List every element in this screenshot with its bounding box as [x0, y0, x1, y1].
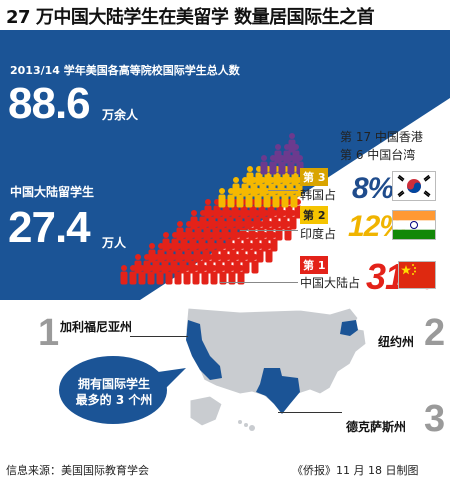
student-figure: [260, 155, 268, 175]
student-figure: [218, 188, 226, 208]
state-rank-number: 3: [424, 398, 446, 440]
china-students-unit: 万人: [102, 236, 127, 250]
texas-state: [256, 368, 300, 414]
total-students-unit: 万余人: [102, 108, 139, 122]
rank-badge: 第 2: [300, 206, 329, 224]
student-figure: [274, 144, 282, 164]
source-note: 信息来源：美国国际教育学会: [6, 464, 149, 477]
student-figure: [120, 265, 128, 285]
california-pointer: [130, 336, 188, 337]
india-flag-icon: [392, 210, 436, 240]
student-figure: [134, 254, 142, 274]
student-figure: [232, 177, 240, 197]
us-map: [185, 307, 367, 431]
california-state: [186, 320, 222, 380]
state-name-texas: 德克萨斯州: [346, 420, 407, 434]
china-students-label: 中国大陆留学生: [10, 185, 95, 199]
rank-badge: 第 1: [300, 256, 329, 274]
us-mainland: [185, 307, 367, 413]
state-rank-number: 2: [424, 312, 446, 354]
hong-kong-rank: 第 17 中国香港: [340, 130, 423, 144]
callout-bubble: [59, 356, 186, 424]
state-rank-number: 1: [38, 312, 60, 354]
taiwan-rank: 第 6 中国台湾: [340, 148, 416, 162]
student-figure: [176, 221, 184, 241]
total-students-label: 2013/14 学年美国各高等院校国际学生总人数: [10, 64, 240, 77]
percentage: 8%: [352, 172, 394, 205]
alaska: [189, 395, 223, 427]
china-students-value: 27.4: [8, 203, 91, 252]
texas-pointer: [278, 412, 342, 413]
new-york-state: [340, 320, 358, 336]
student-figure: [246, 166, 254, 186]
stats-panel: [0, 30, 450, 300]
korea-flag-icon: [392, 171, 436, 201]
state-name-new-york: 纽约州: [378, 335, 415, 349]
student-figure: [288, 133, 296, 153]
hawaii: [238, 420, 255, 431]
navy-background: [0, 30, 450, 300]
state-name-california: 加利福尼亚州: [60, 320, 133, 334]
page-title: 27 万中国大陆学生在美留学 数量居国际生之首: [6, 7, 375, 28]
callout-text: 拥有国际学生 最多的 3 个州: [75, 377, 153, 407]
credit-note: 《侨报》11 月 18 日制图: [292, 464, 419, 477]
country-name: 中国大陆占: [300, 276, 361, 290]
total-students-value: 88.6: [8, 79, 91, 128]
china-flag-icon: [398, 261, 436, 289]
student-figure: [204, 199, 212, 219]
student-figure: [162, 232, 170, 252]
country-name: 韩国占: [300, 188, 337, 202]
student-figure: [148, 243, 156, 263]
student-figure: [190, 210, 198, 230]
rank-badge: 第 3: [300, 168, 329, 186]
country-name: 印度占: [300, 227, 337, 241]
